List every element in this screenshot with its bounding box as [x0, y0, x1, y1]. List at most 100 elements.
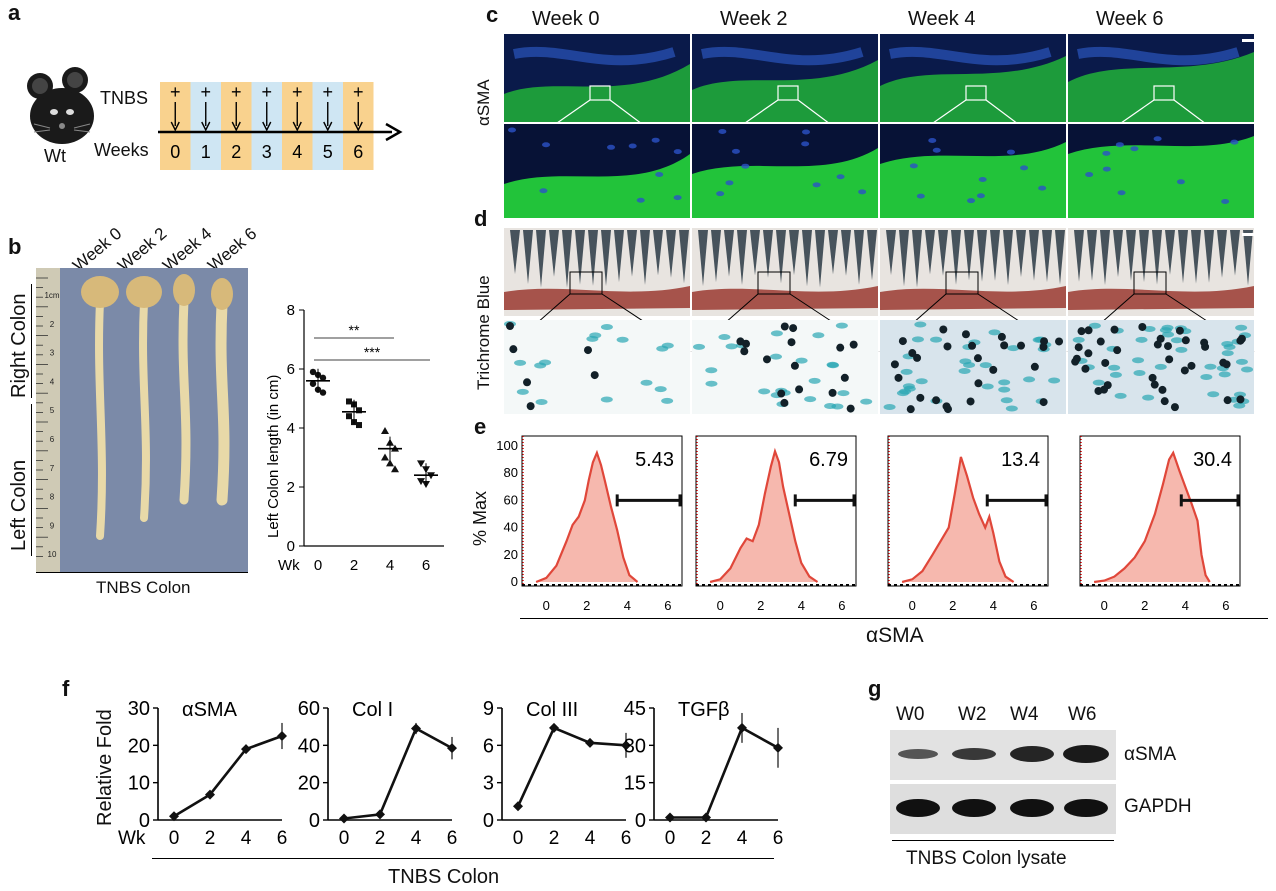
- x-tick-label: 6: [1222, 598, 1229, 613]
- zoom-box: [569, 271, 603, 295]
- x-tick-label: 0: [169, 828, 180, 849]
- x-tick-label: 0: [339, 828, 350, 849]
- collagen-fiber: [1175, 346, 1188, 353]
- cell-nucleus: [961, 330, 970, 339]
- collagen-fiber: [1007, 345, 1020, 352]
- blot-caption: TNBS Colon lysate: [906, 848, 1067, 869]
- nucleus: [1102, 166, 1111, 172]
- collagen-fiber: [883, 403, 896, 410]
- nucleus: [718, 129, 727, 135]
- nucleus: [542, 142, 551, 148]
- panel-d-row-label: Trichrome Blue: [474, 275, 493, 390]
- crypt: [763, 230, 773, 278]
- nucleus: [1020, 165, 1029, 171]
- scale-bar: [1242, 39, 1260, 42]
- y-tick-label: 10: [128, 773, 150, 795]
- collagen-fiber: [1048, 377, 1061, 384]
- data-point: [346, 413, 352, 420]
- nucleus: [978, 176, 987, 182]
- crypt: [912, 230, 922, 288]
- cell-nucleus: [1110, 325, 1119, 334]
- column-header: Week 4: [908, 8, 976, 30]
- ruler-number: 1cm: [44, 291, 59, 300]
- panel-label-b: b: [8, 234, 22, 259]
- data-point: [339, 813, 349, 824]
- arrow-head: [353, 121, 363, 132]
- smooth-muscle-zoom: [880, 142, 1066, 218]
- divider: [892, 840, 1114, 841]
- y-tick-label: 0: [635, 810, 646, 832]
- week-number: 1: [201, 142, 211, 162]
- treatment-timeline: +0 +1 +2 +3 +4 +5 +6: [158, 82, 403, 170]
- cell-nucleus: [1160, 397, 1169, 406]
- x-tick-label: 0: [909, 598, 916, 613]
- x-tick-label: 4: [411, 828, 422, 849]
- y-tick-label: 20: [504, 547, 518, 562]
- cell-nucleus: [894, 373, 903, 382]
- x-tick-label: 6: [422, 557, 430, 574]
- plus-sign: +: [200, 82, 211, 102]
- nucleus: [741, 163, 750, 169]
- cell-nucleus: [736, 337, 745, 346]
- crypt: [1074, 230, 1084, 282]
- nucleus: [909, 163, 918, 169]
- y-tick-label: 0: [309, 810, 320, 832]
- nucleus: [836, 174, 845, 180]
- epithelium: [1077, 46, 1240, 66]
- crypt: [510, 230, 520, 274]
- nucleus: [636, 197, 645, 203]
- collagen-fiber: [535, 398, 548, 405]
- collagen-fiber: [804, 396, 817, 403]
- cell-nucleus: [790, 361, 799, 370]
- x-tick-label: 4: [990, 598, 997, 613]
- weeks-row-label: Weeks: [94, 140, 149, 160]
- x-axis-prefix: Wk: [118, 828, 146, 849]
- y-tick-label: 0: [511, 574, 518, 589]
- crypt: [815, 230, 825, 288]
- x-tick-label: 6: [447, 828, 458, 849]
- data-point: [356, 422, 362, 429]
- cell-nucleus: [1236, 336, 1245, 345]
- cell-nucleus: [1081, 364, 1090, 373]
- plus-sign: +: [353, 82, 364, 102]
- collagen-fiber: [1143, 326, 1156, 333]
- collagen-fiber: [769, 353, 782, 360]
- cell-nucleus: [1071, 357, 1080, 366]
- right-colon-label: Right Colon: [8, 293, 30, 398]
- nucleus: [1038, 185, 1047, 191]
- collagen-fiber: [514, 359, 527, 366]
- cell-nucleus: [583, 346, 592, 355]
- x-tick-label: 2: [583, 598, 590, 613]
- series-title: αSMA: [182, 699, 238, 721]
- divider: [520, 618, 1268, 619]
- y-tick-label: 20: [298, 773, 320, 795]
- alpha-sma-band: [952, 748, 996, 760]
- histogram-fill: [902, 456, 1014, 582]
- zoom-box: [965, 85, 987, 101]
- panel-c-row-label: αSMA: [474, 79, 493, 126]
- cell-nucleus: [916, 393, 925, 402]
- histogram-fill: [1094, 452, 1210, 582]
- collagen-fiber: [725, 343, 738, 350]
- collagen-fiber: [896, 390, 909, 397]
- colon-tissue: [139, 298, 150, 522]
- y-tick-label: 45: [624, 698, 646, 720]
- ruler-number: 5: [50, 406, 55, 415]
- x-tick-label: 6: [773, 828, 784, 849]
- x-tick-label: 4: [798, 598, 805, 613]
- histogram-line: [535, 449, 639, 584]
- lane-label: W2: [958, 704, 987, 725]
- collagen-fiber: [770, 330, 783, 337]
- x-tick-label: 6: [277, 828, 288, 849]
- crypt: [575, 230, 585, 285]
- collagen-fiber: [1221, 341, 1234, 348]
- crypt: [711, 230, 721, 283]
- x-tick-label: 6: [664, 598, 671, 613]
- lane-label: W6: [1068, 704, 1097, 725]
- collagen-fiber: [1235, 358, 1248, 365]
- x-tick-label: 0: [314, 557, 322, 574]
- crypt: [1029, 230, 1039, 281]
- collagen-fiber: [640, 379, 653, 386]
- crypt: [977, 230, 987, 282]
- x-tick-label: 2: [549, 828, 560, 849]
